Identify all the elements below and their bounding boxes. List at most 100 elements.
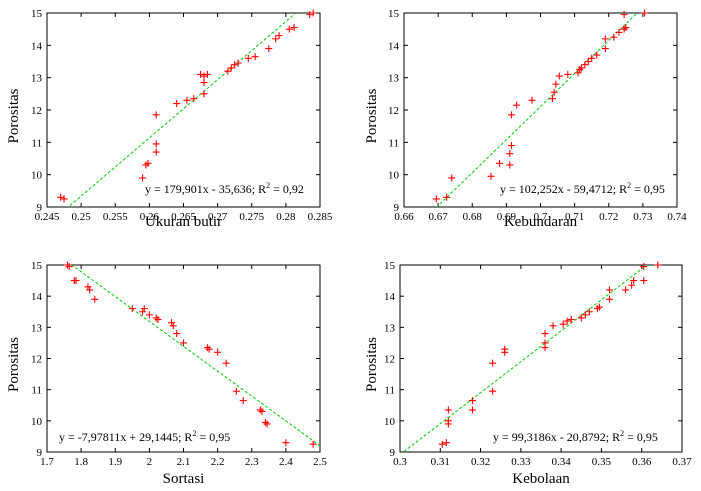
data-point: [168, 319, 176, 327]
plot-frame: [46, 12, 321, 208]
data-point: [183, 96, 191, 104]
data-point: [469, 406, 477, 414]
regression-equation: y = -7,97811x + 29,1445; R2 = 0,95: [59, 429, 230, 444]
x-tick-label: 0.33: [511, 456, 531, 468]
data-point: [272, 35, 280, 43]
data-point: [605, 295, 613, 303]
data-point: [620, 11, 628, 19]
x-tick-label: 0.37: [672, 456, 692, 468]
data-point: [84, 283, 92, 291]
x-tick-label: 2: [147, 456, 153, 468]
regression-equation: y = 99,3186x - 20,8792; R2 = 0,95: [493, 429, 658, 444]
data-point: [309, 440, 317, 448]
data-point: [200, 90, 208, 98]
x-tick-label: 0.25: [72, 211, 92, 223]
y-tick-label: 10: [31, 416, 43, 428]
data-point: [91, 295, 99, 303]
y-tick-label: 9: [37, 202, 43, 214]
y-tick-label: 14: [388, 40, 400, 52]
y-tick-label: 13: [388, 73, 400, 85]
data-point: [251, 53, 259, 61]
data-point: [595, 303, 603, 311]
y-tick-label: 14: [31, 291, 43, 303]
data-point: [507, 111, 515, 119]
data-point: [548, 95, 556, 103]
data-point: [487, 172, 495, 180]
x-tick-label: 0.32: [471, 456, 490, 468]
data-point: [443, 193, 451, 201]
trend-line: [71, 265, 320, 447]
trend-line: [402, 265, 648, 452]
data-point: [232, 387, 240, 395]
data-point: [448, 174, 456, 182]
y-tick-label: 15: [31, 260, 43, 272]
y-tick-label: 11: [31, 137, 42, 149]
data-point: [203, 344, 211, 352]
data-point: [574, 69, 582, 77]
x-tick-label: 0.7: [534, 211, 548, 223]
data-point: [258, 407, 266, 415]
x-tick-label: 0.245: [35, 211, 60, 223]
data-point: [152, 148, 160, 156]
data-point: [577, 314, 585, 322]
x-tick-label: 0.66: [394, 211, 414, 223]
x-tick-label: 0.285: [308, 211, 333, 223]
chart-panel-2: 0.66 0.67 0.68 0.69 0.7 0.71 0.72 0.73 0.74 9 10 11…: [364, 8, 687, 230]
data-point: [581, 311, 589, 319]
data-point: [506, 161, 514, 169]
y-tick-label: 12: [31, 105, 42, 117]
data-point: [86, 286, 94, 294]
data-point: [57, 193, 65, 201]
data-point: [244, 54, 252, 62]
x-tick-label: 0.31: [431, 456, 450, 468]
plot-frame: [46, 264, 321, 453]
data-point: [630, 277, 638, 285]
y-axis-label: Porositas: [364, 337, 380, 392]
data-point: [496, 159, 504, 167]
data-point: [641, 9, 649, 17]
x-axis-label: Sortasi: [163, 471, 205, 487]
data-point: [576, 66, 584, 74]
y-tick-label: 15: [388, 8, 400, 20]
y-tick-label: 15: [31, 8, 43, 20]
data-point: [239, 397, 247, 405]
x-tick-label: 0.265: [171, 211, 196, 223]
x-axis-label: Kebolaan: [512, 471, 570, 487]
data-point: [222, 359, 230, 367]
x-tick-label: 1.9: [108, 456, 122, 468]
data-point: [63, 261, 71, 269]
x-tick-label: 0.74: [667, 211, 687, 223]
data-point: [564, 70, 572, 78]
data-point: [306, 11, 314, 19]
y-tick-label: 11: [31, 385, 42, 397]
data-point: [563, 317, 571, 325]
chart-panel-4: 0.3 0.31 0.32 0.33 0.34 0.35 0.36 0.37 9 10 11 12 13…: [364, 260, 692, 487]
data-point: [615, 28, 623, 36]
y-tick-label: 13: [31, 322, 43, 334]
y-tick-label: 13: [384, 322, 396, 334]
y-tick-label: 11: [384, 385, 395, 397]
data-point: [501, 345, 509, 353]
data-point: [214, 348, 222, 356]
data-point: [256, 406, 264, 414]
x-tick-label: 0.69: [497, 211, 517, 223]
y-axis-label: Porositas: [364, 88, 380, 143]
data-point: [290, 24, 298, 32]
data-point: [550, 88, 558, 96]
plot-frame: [403, 12, 678, 208]
data-point: [152, 140, 160, 148]
y-tick-label: 12: [31, 354, 42, 366]
data-point: [601, 35, 609, 43]
y-tick-label: 11: [388, 137, 399, 149]
data-point: [200, 79, 208, 87]
data-point: [541, 339, 549, 347]
y-tick-label: 13: [31, 73, 43, 85]
x-tick-label: 0.255: [103, 211, 128, 223]
x-axis-label: Ukuran butir: [145, 214, 222, 230]
data-point: [200, 72, 208, 80]
data-point: [489, 387, 497, 395]
x-tick-label: 0.275: [239, 211, 264, 223]
x-tick-label: 2.5: [313, 456, 327, 468]
x-axis-label: Kebundaran: [504, 214, 578, 230]
